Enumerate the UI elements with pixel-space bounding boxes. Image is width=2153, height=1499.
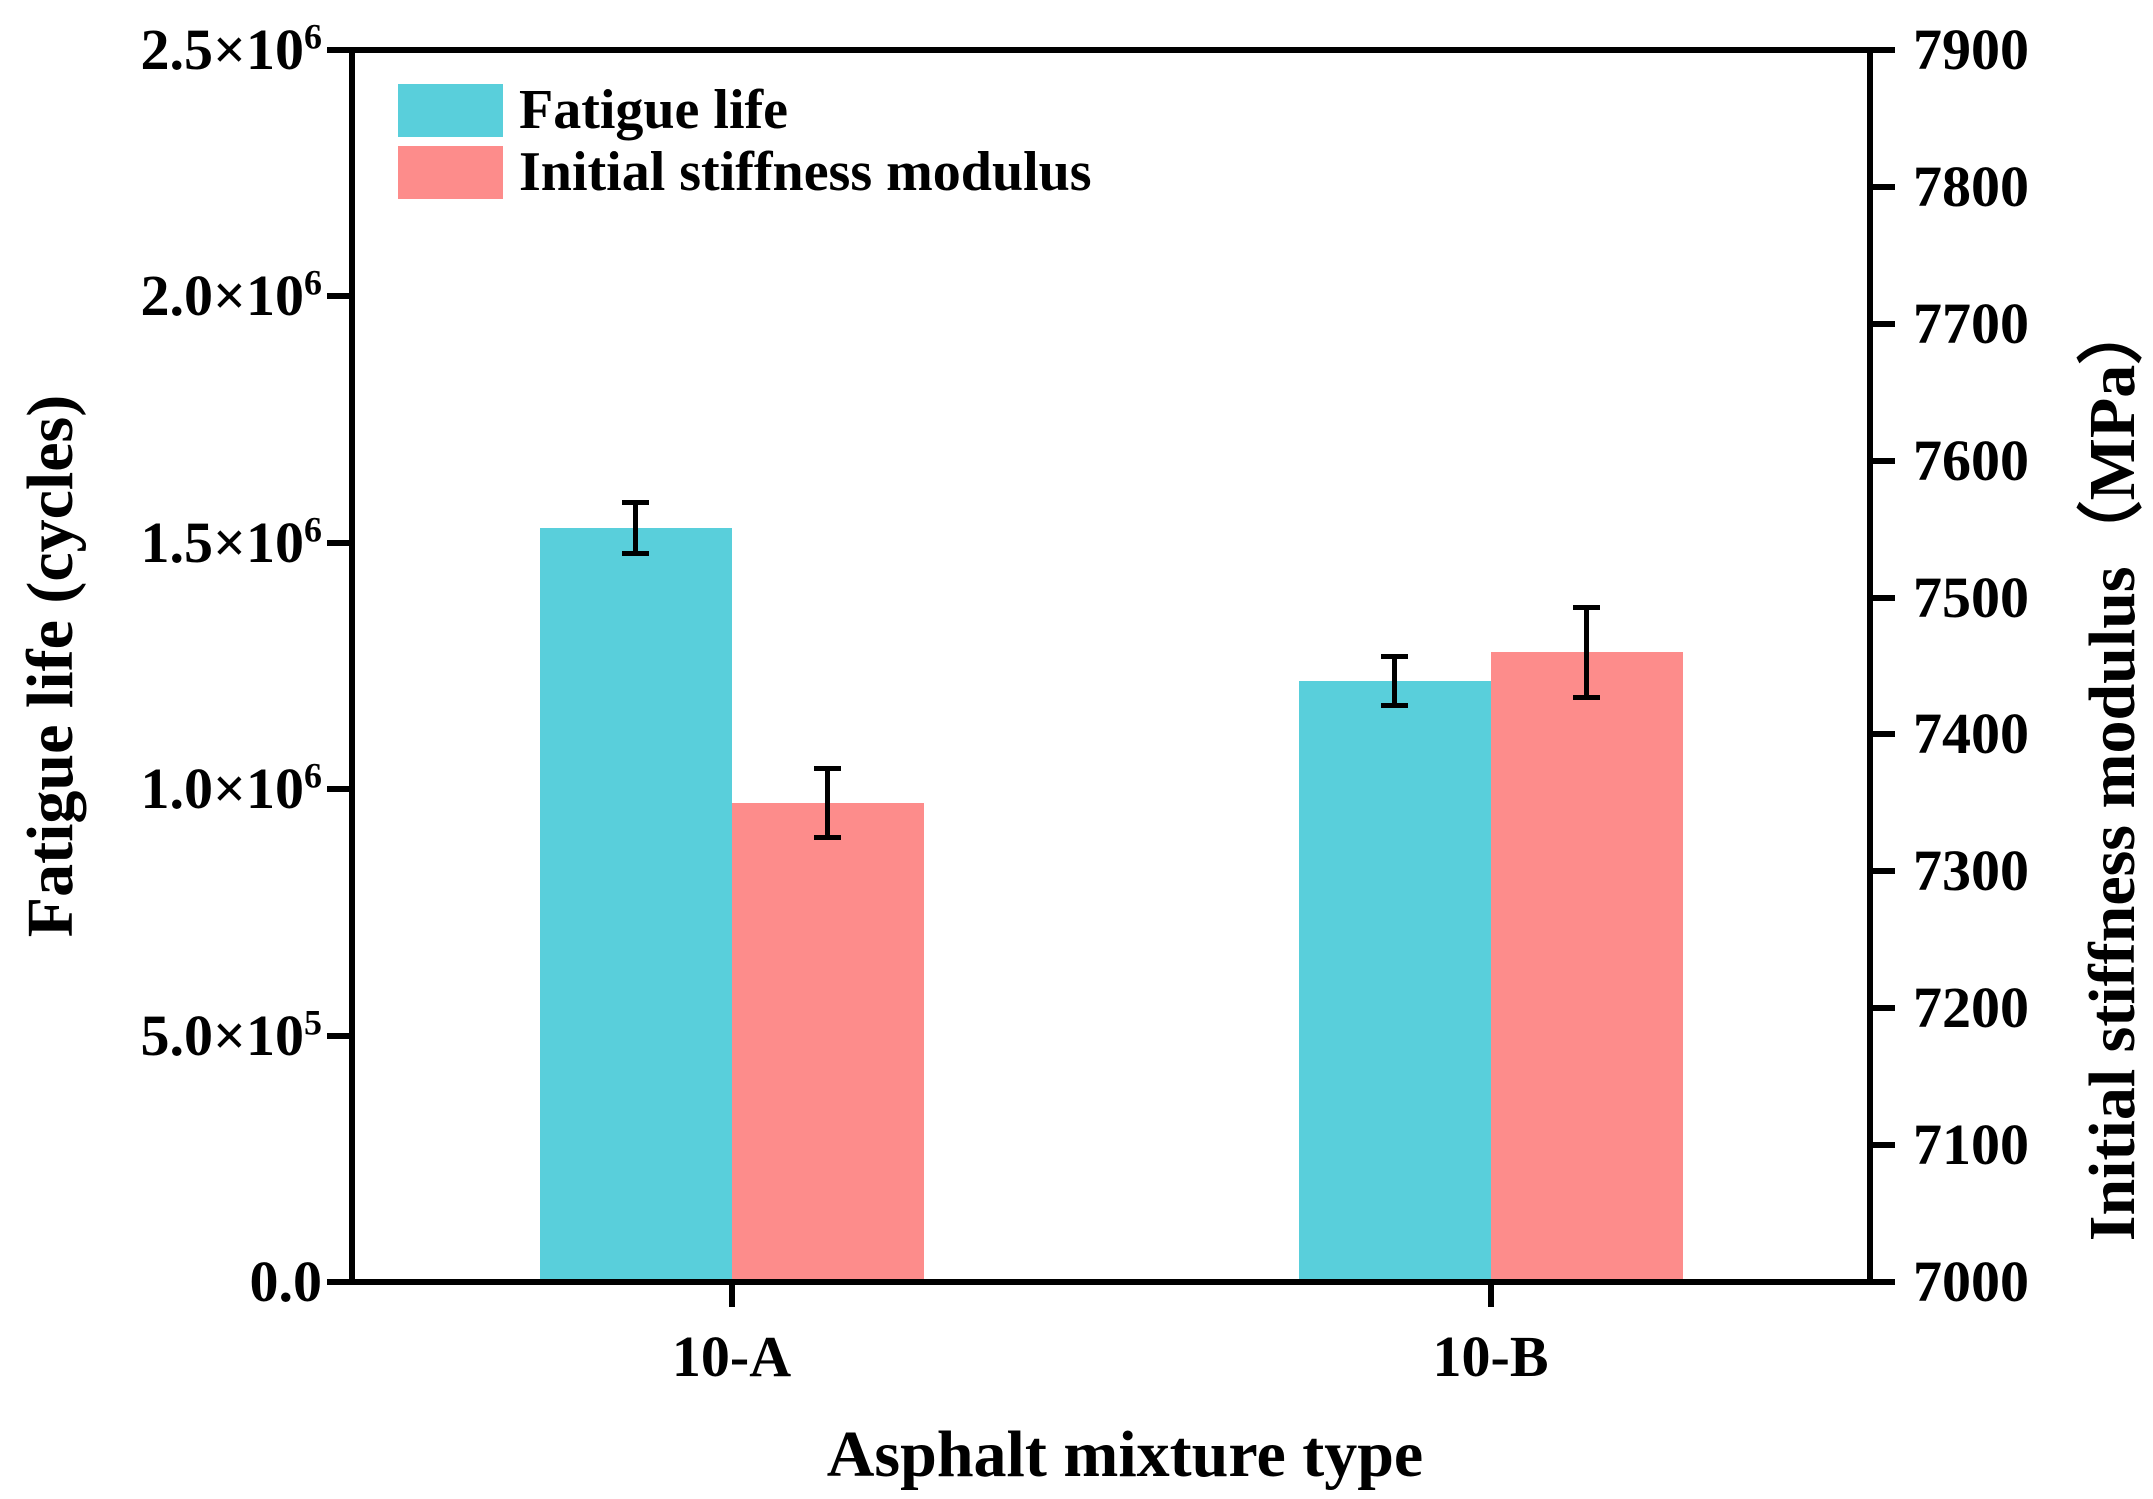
error-bar-cap-top xyxy=(622,499,649,505)
error-bar-cap-bottom xyxy=(622,551,649,557)
right-axis-tick-label: 7200 xyxy=(1913,975,2029,1041)
x-axis-tick xyxy=(728,1282,735,1307)
right-axis-tick xyxy=(1870,1142,1895,1149)
x-axis-tick-label: 10-B xyxy=(1432,1324,1549,1389)
right-axis-tick xyxy=(1870,320,1895,327)
right-axis-tick xyxy=(1870,183,1895,190)
legend-item-fatigue-life: Fatigue life xyxy=(398,82,1092,138)
x-axis-tick xyxy=(1487,1282,1494,1307)
legend-swatch-initial-stiffness-modulus xyxy=(398,145,503,199)
right-axis-tick-label: 7900 xyxy=(1913,17,2029,82)
error-bar-cap-top xyxy=(1573,604,1600,610)
right-axis-title: Initial stiffness modulus（MPa） xyxy=(2076,298,2149,1242)
bar-fatigue-life-10-b xyxy=(1298,680,1491,1282)
right-axis-tick-label: 7500 xyxy=(1913,564,2029,630)
error-bar-line xyxy=(1584,607,1589,698)
legend-label-initial-stiffness-modulus: Initial stiffness modulus xyxy=(519,141,1092,203)
right-axis-tick xyxy=(1870,594,1895,601)
error-bar-cap-bottom xyxy=(1573,694,1600,700)
bar-fatigue-life-10-a xyxy=(539,528,732,1282)
x-axis-tick-label: 10-A xyxy=(671,1324,792,1389)
error-bar-cap-bottom xyxy=(1381,702,1408,708)
right-axis-tick-label: 7100 xyxy=(1913,1112,2029,1178)
error-bar-cap-top xyxy=(814,766,841,772)
right-axis-tick-label: 7800 xyxy=(1913,153,2029,219)
error-bar-line xyxy=(825,768,830,838)
bar-initial-stiffness-modulus-10-a xyxy=(731,802,924,1282)
right-axis-tick-label: 7300 xyxy=(1913,838,2029,904)
left-axis-tick xyxy=(327,293,352,300)
right-axis-tick xyxy=(1870,47,1895,53)
left-axis-tick-label: 0.0 xyxy=(249,1249,323,1314)
right-axis-tick xyxy=(1870,868,1895,875)
right-axis-tick-label: 7600 xyxy=(1913,427,2029,493)
left-axis-title: Fatigue life (cycles) xyxy=(14,394,87,938)
error-bar-line xyxy=(1392,656,1397,706)
bar-initial-stiffness-modulus-10-b xyxy=(1490,652,1683,1282)
right-axis-tick-label: 7700 xyxy=(1913,290,2029,356)
left-axis-tick-label: 1.0×106 xyxy=(140,755,322,822)
error-bar-cap-bottom xyxy=(814,834,841,840)
right-axis-tick xyxy=(1870,1005,1895,1012)
left-axis-tick xyxy=(327,1279,352,1285)
right-axis-tick-label: 7400 xyxy=(1913,701,2029,767)
left-axis-tick xyxy=(327,47,352,53)
left-axis-tick-label: 1.5×106 xyxy=(140,509,322,575)
left-axis-tick xyxy=(327,1032,352,1039)
left-axis-tick xyxy=(327,786,352,793)
right-axis-tick xyxy=(1870,1279,1895,1285)
right-axis-tick-label: 7000 xyxy=(1913,1249,2029,1314)
legend: Fatigue life Initial stiffness modulus xyxy=(398,82,1092,200)
left-axis-tick-label: 2.0×106 xyxy=(140,263,322,329)
left-axis-tick-label: 2.5×106 xyxy=(140,16,322,82)
error-bar-cap-top xyxy=(1381,653,1408,659)
left-axis-tick-label: 5.0×105 xyxy=(140,1002,322,1068)
legend-label-fatigue-life: Fatigue life xyxy=(519,79,789,141)
error-bar-line xyxy=(633,502,638,554)
left-axis-tick xyxy=(327,539,352,546)
legend-item-initial-stiffness-modulus: Initial stiffness modulus xyxy=(398,144,1092,200)
right-axis-tick xyxy=(1870,457,1895,464)
right-axis-tick xyxy=(1870,731,1895,738)
legend-swatch-fatigue-life xyxy=(398,83,503,137)
x-axis-title: Asphalt mixture type xyxy=(826,1418,1424,1491)
